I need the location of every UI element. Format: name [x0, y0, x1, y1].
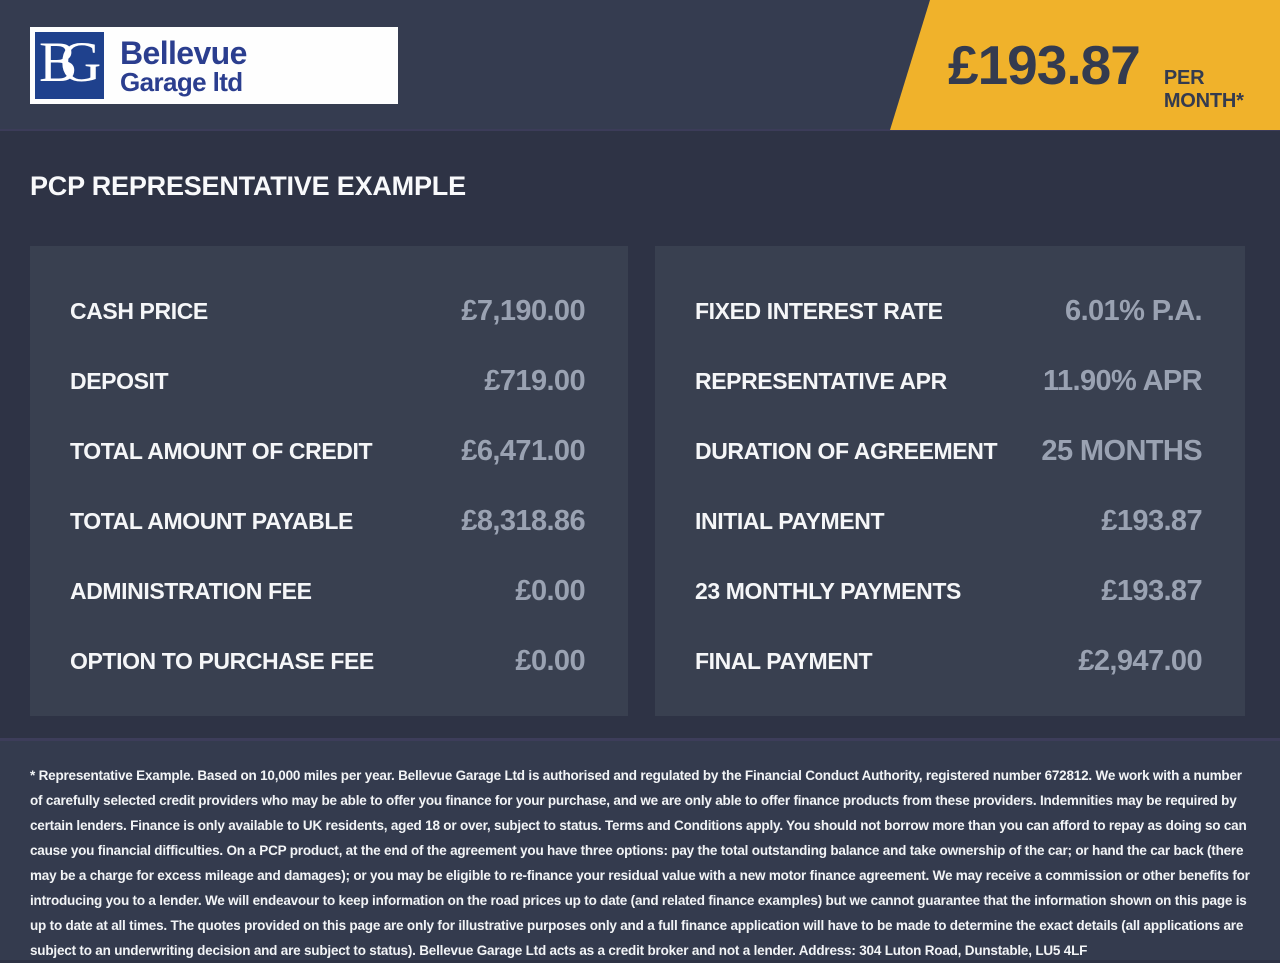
row-value: £6,471.00	[461, 434, 585, 467]
main-content: PCP REPRESENTATIVE EXAMPLE CASH PRICE £7…	[0, 131, 1280, 736]
row-label: CASH PRICE	[70, 297, 208, 324]
row-label: DURATION OF AGREEMENT	[695, 437, 998, 464]
finance-right-panel: FIXED INTEREST RATE 6.01% P.A. REPRESENT…	[655, 246, 1245, 716]
header: BG Bellevue Garage ltd £193.87 PER MONTH…	[0, 0, 1280, 131]
monthly-price-period: PER MONTH*	[1163, 67, 1244, 112]
monthly-price-banner: £193.87 PER MONTH*	[890, 0, 1280, 130]
finance-row-cash-price: CASH PRICE £7,190.00	[70, 276, 586, 346]
dealer-logo: BG Bellevue Garage ltd	[30, 27, 398, 104]
dealer-name: Bellevue Garage ltd	[120, 37, 247, 95]
bg-monogram-icon: BG	[35, 32, 104, 99]
row-label: TOTAL AMOUNT PAYABLE	[70, 507, 353, 534]
finance-row-admin-fee: ADMINISTRATION FEE £0.00	[70, 556, 586, 626]
row-value: £719.00	[484, 364, 585, 397]
row-value: £193.87	[1101, 574, 1202, 607]
row-label: ADMINISTRATION FEE	[70, 577, 312, 604]
finance-row-duration: DURATION OF AGREEMENT 25 MONTHS	[695, 416, 1203, 486]
finance-row-monthly-payments: 23 MONTHLY PAYMENTS £193.87	[695, 556, 1203, 626]
finance-row-final-payment: FINAL PAYMENT £2,947.00	[695, 626, 1203, 696]
dealer-name-line1: Bellevue	[120, 34, 247, 71]
finance-row-representative-apr: REPRESENTATIVE APR 11.90% APR	[695, 346, 1203, 416]
row-value: 25 MONTHS	[1041, 434, 1202, 467]
row-value: £193.87	[1101, 504, 1202, 537]
row-value: £8,318.86	[461, 504, 585, 537]
row-label: FIXED INTEREST RATE	[695, 297, 943, 324]
row-label: 23 MONTHLY PAYMENTS	[695, 577, 961, 604]
finance-row-total-payable: TOTAL AMOUNT PAYABLE £8,318.86	[70, 486, 586, 556]
row-label: OPTION TO PURCHASE FEE	[70, 647, 374, 674]
row-value: £2,947.00	[1078, 644, 1202, 677]
dealer-name-line2: Garage ltd	[120, 66, 243, 97]
finance-left-panel: CASH PRICE £7,190.00 DEPOSIT £719.00 TOT…	[30, 246, 628, 716]
row-label: DEPOSIT	[70, 367, 169, 394]
finance-panels: CASH PRICE £7,190.00 DEPOSIT £719.00 TOT…	[30, 246, 1245, 716]
finance-row-total-credit: TOTAL AMOUNT OF CREDIT £6,471.00	[70, 416, 586, 486]
row-label: TOTAL AMOUNT OF CREDIT	[70, 437, 373, 464]
footer-disclaimer: * Representative Example. Based on 10,00…	[30, 768, 1250, 958]
row-value: 6.01% P.A.	[1065, 294, 1203, 327]
footer: * Representative Example. Based on 10,00…	[0, 738, 1280, 960]
row-value: £0.00	[515, 644, 585, 677]
row-label: INITIAL PAYMENT	[695, 507, 885, 534]
row-label: FINAL PAYMENT	[695, 647, 873, 674]
row-value: £0.00	[515, 574, 585, 607]
row-value: 11.90% APR	[1043, 364, 1203, 397]
finance-row-fixed-interest-rate: FIXED INTEREST RATE 6.01% P.A.	[695, 276, 1203, 346]
finance-row-option-to-purchase-fee: OPTION TO PURCHASE FEE £0.00	[70, 626, 586, 696]
monthly-price-amount: £193.87	[948, 34, 1141, 96]
row-label: REPRESENTATIVE APR	[695, 367, 947, 394]
finance-row-initial-payment: INITIAL PAYMENT £193.87	[695, 486, 1203, 556]
page-title: PCP REPRESENTATIVE EXAMPLE	[30, 171, 466, 201]
finance-row-deposit: DEPOSIT £719.00	[70, 346, 586, 416]
row-value: £7,190.00	[461, 294, 585, 327]
